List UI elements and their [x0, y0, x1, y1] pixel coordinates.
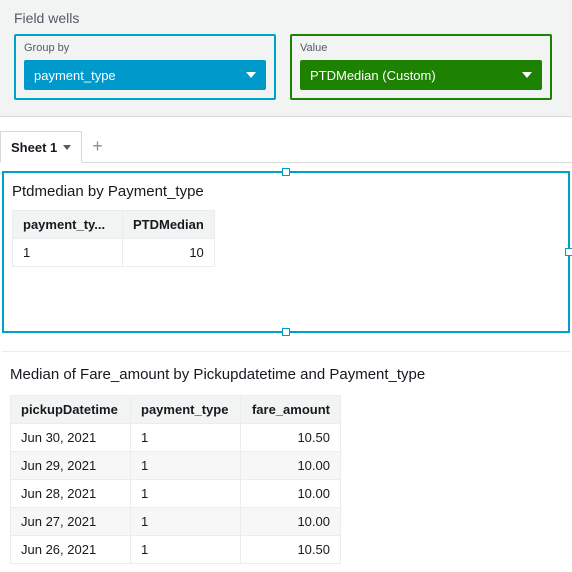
resize-handle-right[interactable]: [565, 248, 572, 256]
visual1-title: Ptdmedian by Payment_type: [12, 183, 560, 200]
chevron-down-icon: [63, 145, 71, 150]
table-cell: 1: [131, 424, 241, 452]
table-cell: 1: [13, 239, 123, 267]
table-cell: Jun 30, 2021: [11, 424, 131, 452]
group-by-chip[interactable]: payment_type: [24, 60, 266, 90]
add-sheet-button[interactable]: +: [82, 131, 113, 162]
chevron-down-icon: [522, 72, 532, 78]
sheet-tab-bar: Sheet 1 +: [0, 131, 572, 163]
sheet-tab-label: Sheet 1: [11, 140, 57, 155]
value-chip[interactable]: PTDMedian (Custom): [300, 60, 542, 90]
table-cell: Jun 26, 2021: [11, 536, 131, 564]
visual2-title: Median of Fare_amount by Pickupdatetime …: [10, 366, 562, 383]
table-cell: 10.50: [241, 536, 341, 564]
value-chip-text: PTDMedian (Custom): [310, 68, 436, 83]
field-wells-title: Field wells: [0, 0, 572, 34]
col-header[interactable]: fare_amount: [241, 396, 341, 424]
table-cell: 10.00: [241, 480, 341, 508]
table-cell: 10.50: [241, 424, 341, 452]
table-cell: 10.00: [241, 452, 341, 480]
plus-icon: +: [92, 136, 103, 157]
table-row[interactable]: Jun 27, 2021110.00: [11, 508, 341, 536]
col-header[interactable]: payment_type: [131, 396, 241, 424]
resize-handle-bottom[interactable]: [282, 328, 290, 336]
table-row[interactable]: Jun 29, 2021110.00: [11, 452, 341, 480]
group-by-label: Group by: [24, 42, 266, 54]
col-header[interactable]: payment_ty...: [13, 211, 123, 239]
visual1-table: payment_ty... PTDMedian 110: [12, 210, 215, 267]
table-cell: 10: [123, 239, 215, 267]
table-cell: 10.00: [241, 508, 341, 536]
value-label: Value: [300, 42, 542, 54]
visual2-table: pickupDatetime payment_type fare_amount …: [10, 395, 341, 564]
chevron-down-icon: [246, 72, 256, 78]
table-cell: 1: [131, 508, 241, 536]
table-cell: Jun 27, 2021: [11, 508, 131, 536]
table-cell: 1: [131, 452, 241, 480]
table-row[interactable]: Jun 30, 2021110.50: [11, 424, 341, 452]
col-header[interactable]: PTDMedian: [123, 211, 215, 239]
table-cell: 1: [131, 536, 241, 564]
resize-handle-top[interactable]: [282, 168, 290, 176]
table-row[interactable]: Jun 26, 2021110.50: [11, 536, 341, 564]
col-header[interactable]: pickupDatetime: [11, 396, 131, 424]
group-by-chip-text: payment_type: [34, 68, 116, 83]
visual-fare-amount[interactable]: Median of Fare_amount by Pickupdatetime …: [2, 351, 570, 572]
table-cell: Jun 28, 2021: [11, 480, 131, 508]
field-wells-row: Group by payment_type Value PTDMedian (C…: [0, 34, 572, 100]
group-by-well: Group by payment_type: [14, 34, 276, 100]
table-cell: Jun 29, 2021: [11, 452, 131, 480]
sheet-tab-active[interactable]: Sheet 1: [0, 131, 82, 163]
table-cell: 1: [131, 480, 241, 508]
field-wells-panel: Field wells Group by payment_type Value …: [0, 0, 572, 117]
table-row[interactable]: 110: [13, 239, 215, 267]
value-well: Value PTDMedian (Custom): [290, 34, 552, 100]
visual-ptdmedian[interactable]: Ptdmedian by Payment_type payment_ty... …: [2, 171, 570, 333]
table-row[interactable]: Jun 28, 2021110.00: [11, 480, 341, 508]
